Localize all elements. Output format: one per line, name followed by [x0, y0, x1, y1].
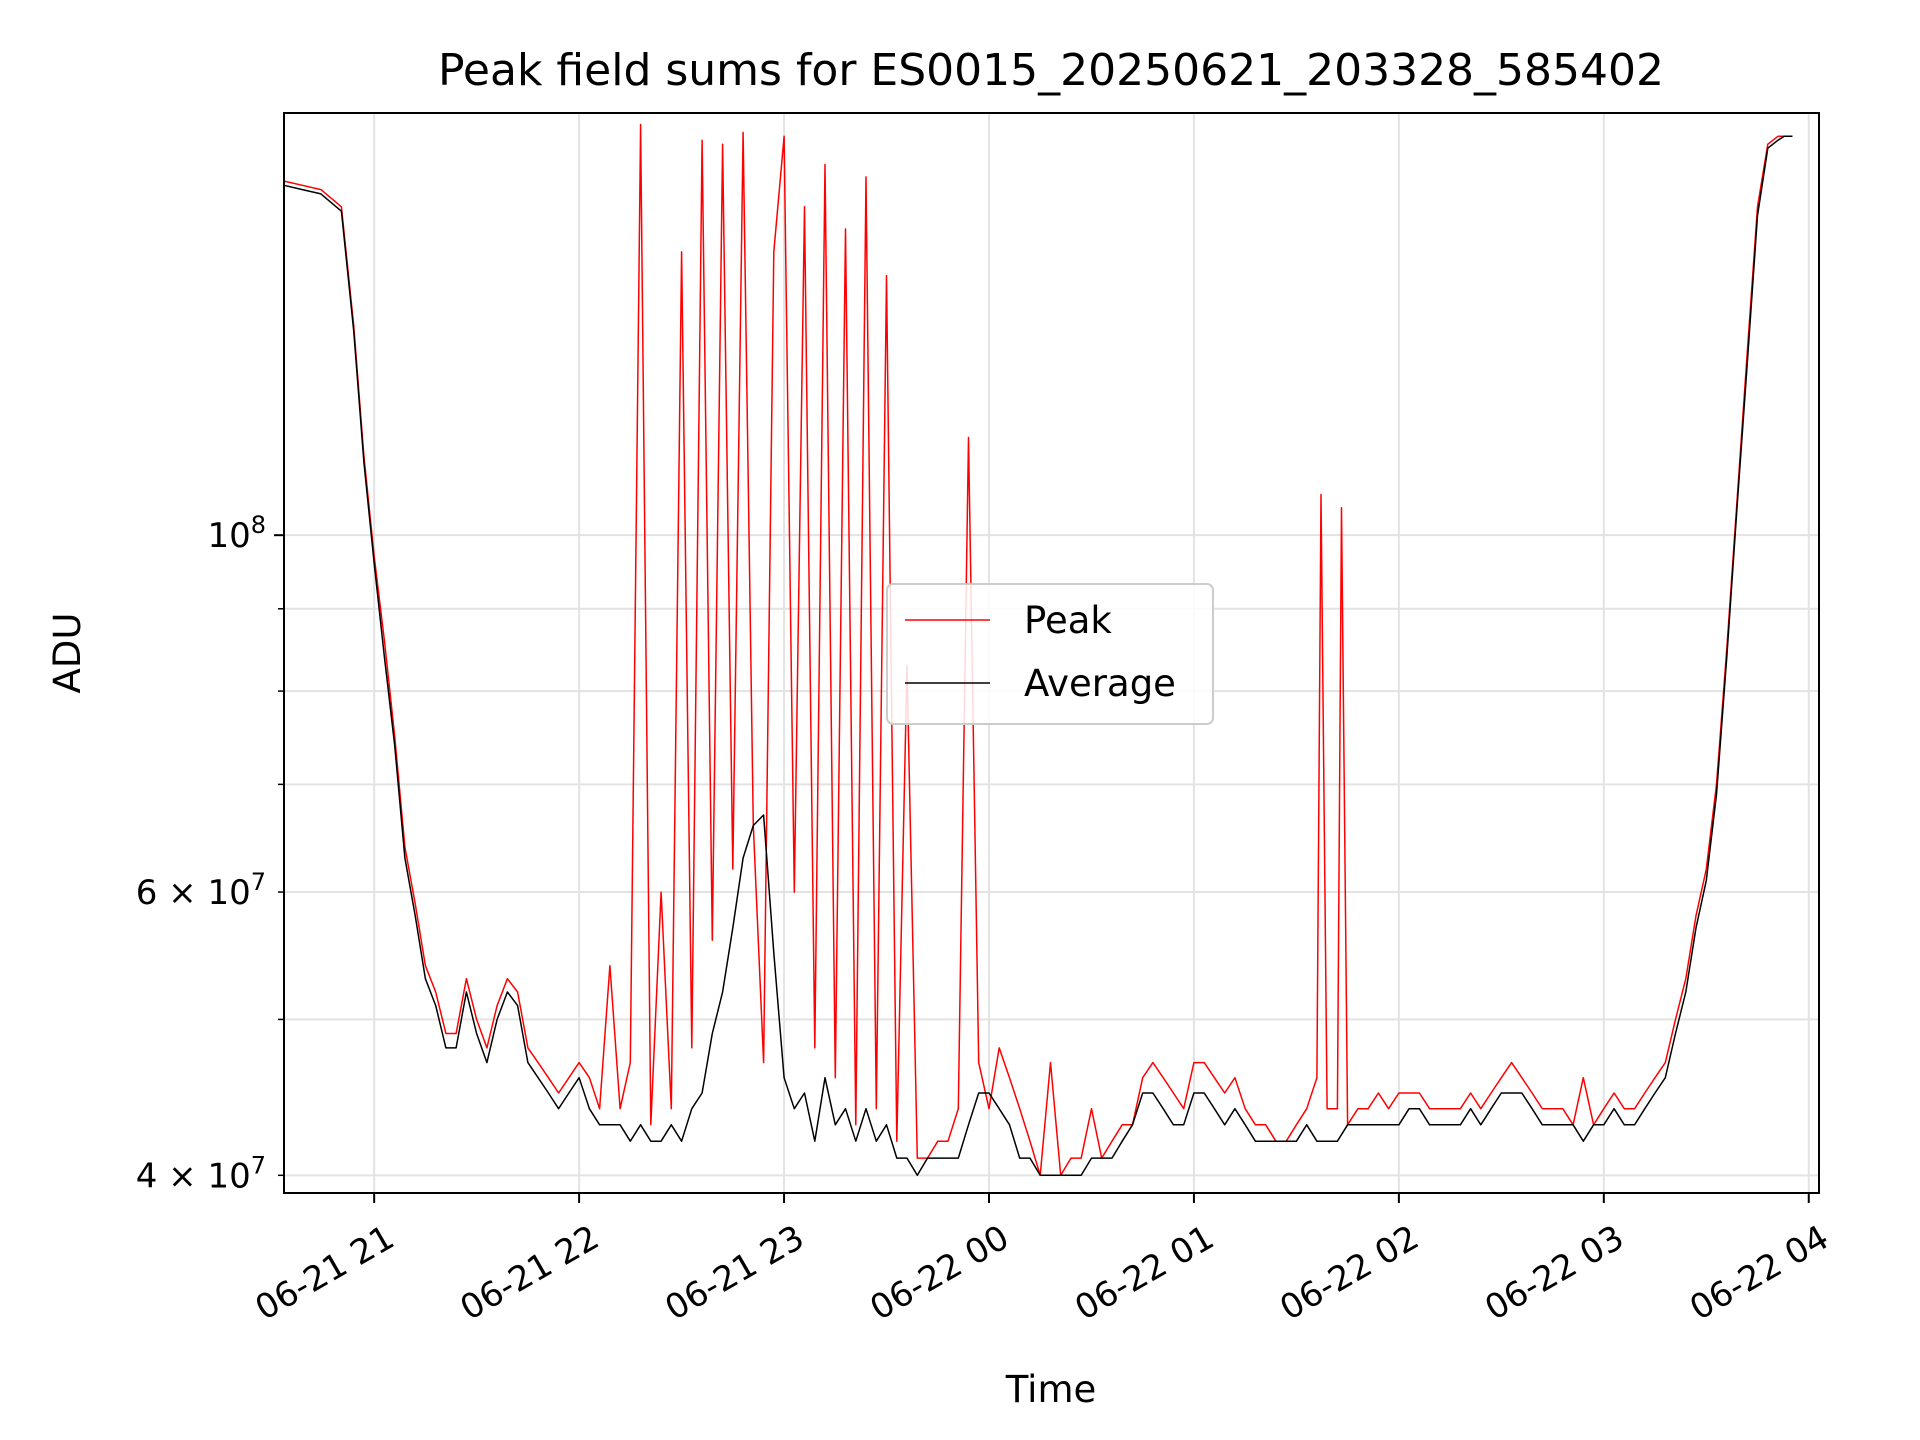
series-line-peak	[283, 123, 1793, 1177]
y-tick-label: 4 × 107	[136, 1151, 266, 1196]
y-tick-label: 6 × 107	[136, 868, 266, 913]
y-axis-label: ADU	[46, 613, 89, 694]
legend: Peak Average	[886, 583, 1214, 725]
legend-label-peak: Peak	[1024, 599, 1112, 642]
plot-frame	[283, 112, 1820, 1194]
series-layer	[283, 123, 1793, 1177]
series-line-average	[283, 135, 1793, 1177]
x-axis-label: Time	[1005, 1368, 1097, 1411]
y-axis: 4 × 107 6 × 107 108	[136, 511, 284, 1196]
legend-label-average: Average	[1024, 662, 1176, 705]
legend-box	[886, 583, 1214, 725]
chart-title: Peak field sums for ES0015_20250621_2033…	[438, 45, 1664, 96]
y-tick-label: 108	[207, 511, 266, 556]
